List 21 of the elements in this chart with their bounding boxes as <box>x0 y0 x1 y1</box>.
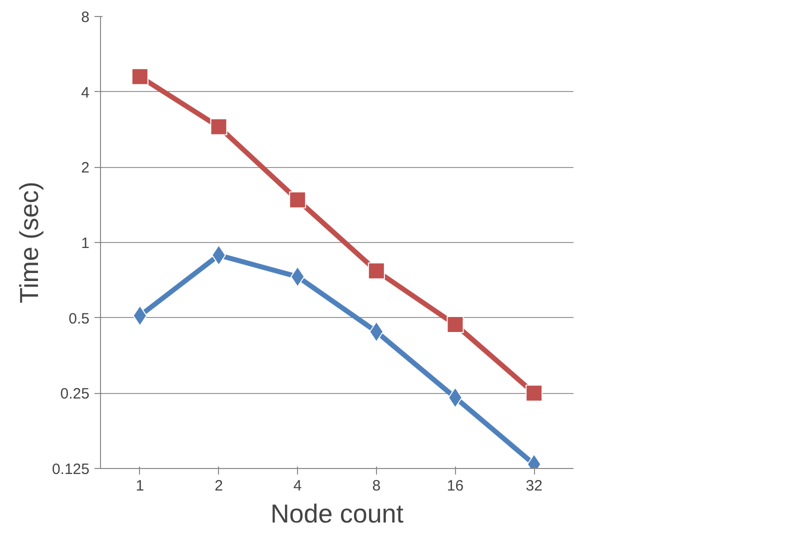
point <box>368 262 385 280</box>
x-tick-label: 1 <box>136 478 144 494</box>
y-tick-label: 4 <box>81 84 90 102</box>
y-tick-label: 0.5 <box>68 310 90 328</box>
y-axis-title: Time (sec) <box>14 182 44 304</box>
point <box>526 384 543 402</box>
x-tick-label: 4 <box>293 478 302 494</box>
x-axis-title: Node count <box>270 498 404 528</box>
y-tick-label: 8 <box>81 9 90 26</box>
y-tick-label: 1 <box>81 235 90 252</box>
point <box>210 118 228 136</box>
point <box>131 68 148 86</box>
x-tick-label: 2 <box>214 478 223 494</box>
y-tick-label: 0.125 <box>52 461 90 478</box>
y-tick-label: 2 <box>81 160 90 177</box>
point <box>289 191 306 208</box>
y-tick-label: 0.25 <box>60 386 90 403</box>
x-tick-label: 16 <box>446 478 464 494</box>
x-tick-label: 8 <box>372 478 381 494</box>
x-tick-label: 32 <box>526 478 542 494</box>
point <box>446 316 464 334</box>
